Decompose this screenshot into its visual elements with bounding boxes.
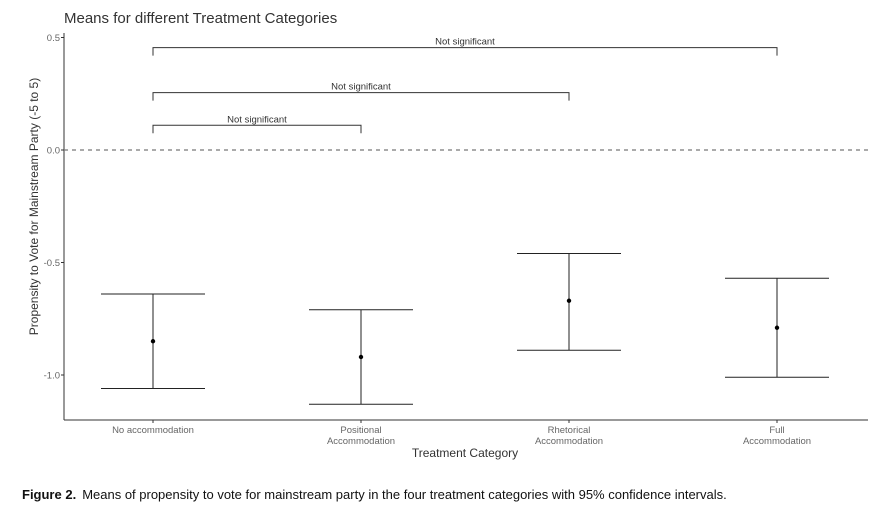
x-tick-label: No accommodation [112,425,194,436]
significance-label: Not significant [227,114,287,125]
x-axis-label: Treatment Category [412,446,518,460]
plot-area: 0.5 0.0 -0.5 -1.0 No accommodation Positional… [44,33,868,447]
y-tick-label: -1.0 [44,371,60,382]
significance-bracket [152,124,362,134]
mean-point [358,354,364,360]
y-tick-label: 0.5 [47,33,60,44]
mean-point [774,325,780,330]
significance-bracket [152,47,778,56]
x-tick-label: Positional Accommodation [327,425,395,447]
x-tick-label: Full Accommodation [743,425,811,447]
y-tick-label: 0.0 [47,146,60,157]
mean-point [150,339,156,344]
chart-title: Means for different Treatment Categories [64,10,337,27]
mean-point [566,298,572,303]
figure-caption: Figure 2. Means of propensity to vote for… [22,487,872,502]
y-tick-label: -0.5 [44,258,60,269]
caption-text: Means of propensity to vote for mainstre… [82,487,727,502]
significance-label: Not significant [435,37,495,48]
significance-bracket [152,92,570,101]
chart-svg: Means for different Treatment Categories… [27,10,868,460]
y-axis-label: Propensity to Vote for Mainstream Party … [27,78,41,335]
x-tick-label: Rhetorical Accommodation [535,425,603,447]
caption-label: Figure 2. [22,487,77,502]
significance-label: Not significant [331,82,391,93]
chart-figure: Means for different Treatment Categories… [27,10,868,460]
